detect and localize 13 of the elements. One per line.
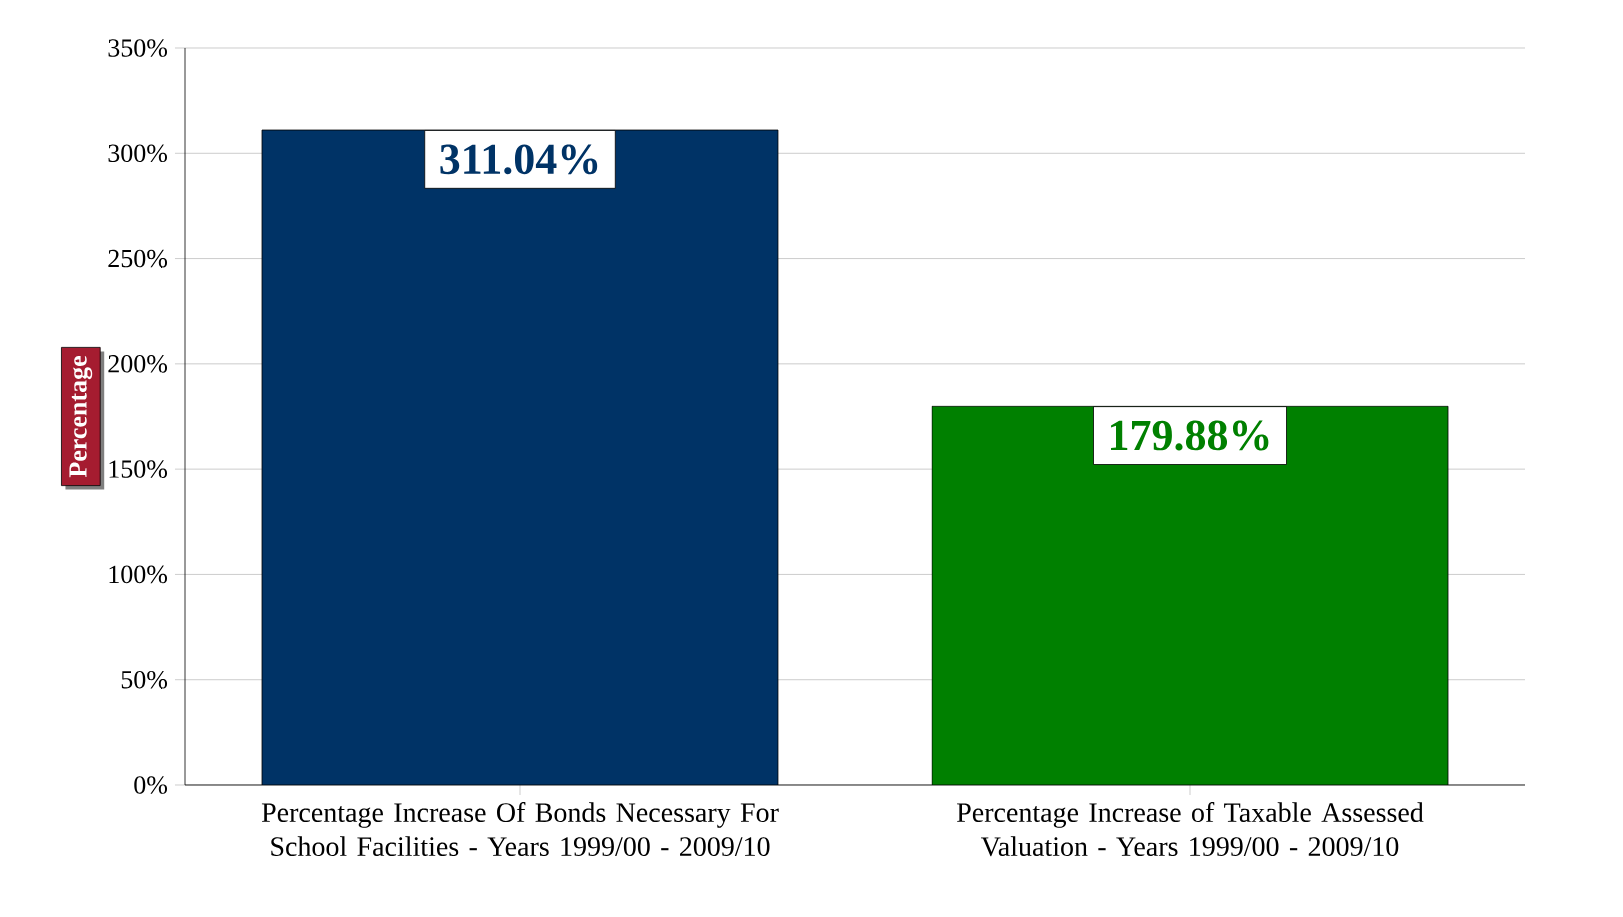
y-tick-label: 100% <box>109 565 168 584</box>
data-label: 311.04% <box>440 144 598 175</box>
y-tick-label: 300% <box>108 144 168 163</box>
y-tick-label: 200% <box>108 355 168 373</box>
data-label: 179.88% <box>1111 420 1269 451</box>
y-tick-label: 150% <box>109 460 168 478</box>
y-tick-label: 0% <box>134 776 168 794</box>
y-axis-title: Percentage <box>69 356 93 478</box>
x-tick-label: Percentage Increase Of Bonds Necessary For School Facilities - Years 1999/00 - 2009/10 <box>261 802 779 857</box>
y-tick-label: 250% <box>108 249 168 268</box>
x-tick-label: Percentage Increase of Taxable Assessed Valuation - Years 1999/00 - 2009/10 <box>957 802 1424 857</box>
y-tick-label: 50% <box>121 670 168 689</box>
y-tick-label: 350% <box>108 39 168 57</box>
